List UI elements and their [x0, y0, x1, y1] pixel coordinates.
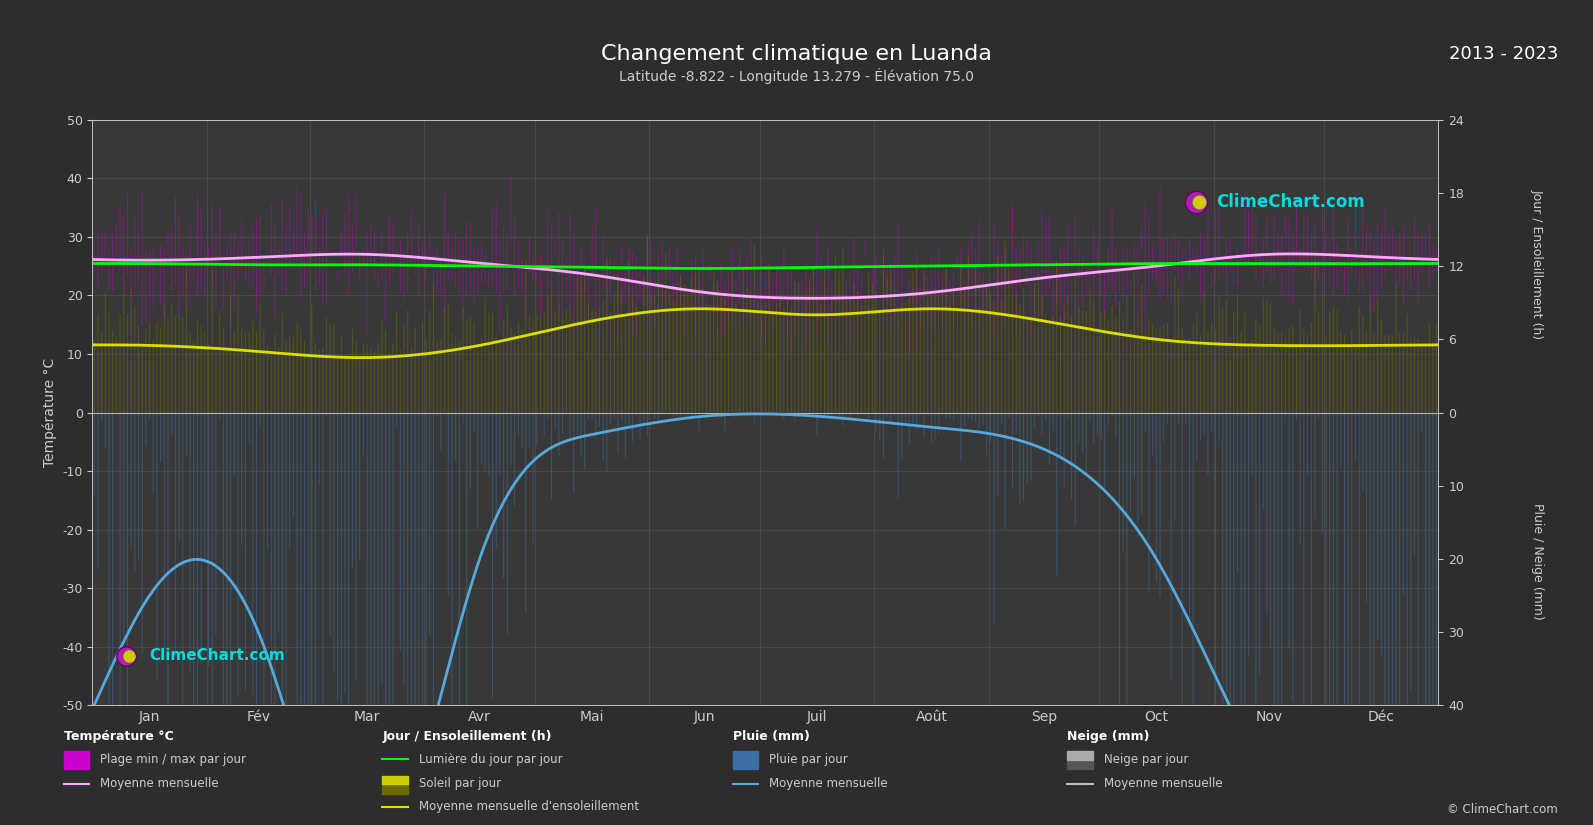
Text: Plage min / max par jour: Plage min / max par jour — [100, 752, 247, 766]
Text: Neige (mm): Neige (mm) — [1067, 730, 1150, 743]
Text: Pluie (mm): Pluie (mm) — [733, 730, 809, 743]
Text: Jour / Ensoleillement (h): Jour / Ensoleillement (h) — [382, 730, 551, 743]
Text: Soleil par jour: Soleil par jour — [419, 777, 502, 790]
Text: Latitude -8.822 - Longitude 13.279 - Élévation 75.0: Latitude -8.822 - Longitude 13.279 - Élé… — [620, 68, 973, 84]
Text: Lumière du jour par jour: Lumière du jour par jour — [419, 752, 562, 766]
Text: ClimeChart.com: ClimeChart.com — [148, 648, 285, 663]
Text: Neige par jour: Neige par jour — [1104, 752, 1188, 766]
Text: Moyenne mensuelle d'ensoleillement: Moyenne mensuelle d'ensoleillement — [419, 800, 639, 813]
Text: Moyenne mensuelle: Moyenne mensuelle — [100, 777, 218, 790]
Text: Pluie par jour: Pluie par jour — [769, 752, 847, 766]
Text: Jour / Ensoleillement (h): Jour / Ensoleillement (h) — [1531, 189, 1544, 339]
Text: Changement climatique en Luanda: Changement climatique en Luanda — [601, 44, 992, 64]
Text: Moyenne mensuelle: Moyenne mensuelle — [1104, 777, 1222, 790]
Text: ClimeChart.com: ClimeChart.com — [1217, 192, 1365, 210]
Text: © ClimeChart.com: © ClimeChart.com — [1446, 803, 1558, 816]
Y-axis label: Température °C: Température °C — [41, 358, 57, 467]
Text: 2013 - 2023: 2013 - 2023 — [1448, 45, 1558, 63]
Text: Moyenne mensuelle: Moyenne mensuelle — [769, 777, 887, 790]
Text: Température °C: Température °C — [64, 730, 174, 743]
Text: Pluie / Neige (mm): Pluie / Neige (mm) — [1531, 502, 1544, 620]
